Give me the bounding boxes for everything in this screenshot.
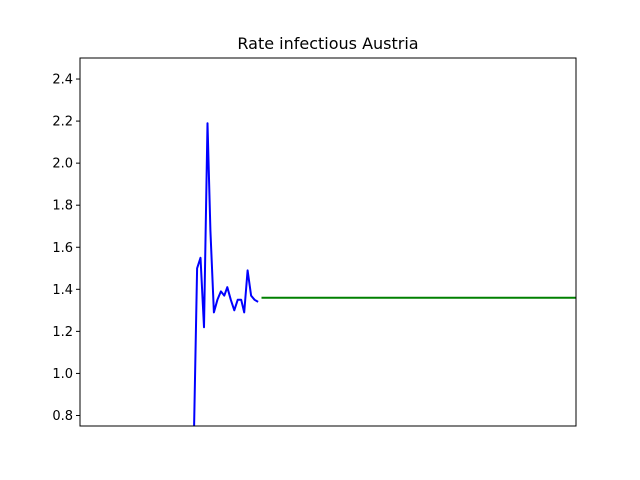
y-tick-label: 1.8	[52, 199, 73, 214]
y-tick-label: 1.4	[52, 283, 73, 298]
plot-frame	[79, 57, 577, 427]
y-tick-label: 2.0	[52, 157, 73, 172]
y-axis-ticks: 0.8 1.0 1.2 1.4 1.6 1.8 2.0 2.2 2.4	[52, 73, 80, 424]
y-tick-label: 2.2	[52, 115, 73, 130]
y-tick-label: 1.2	[52, 325, 73, 340]
series-line-1	[193, 122, 259, 427]
series-layer	[193, 122, 576, 427]
chart-title: Rate infectious Austria	[237, 34, 418, 53]
y-tick-label: 2.4	[52, 73, 73, 88]
y-tick-label: 0.8	[52, 409, 73, 424]
y-tick-label: 1.0	[52, 367, 73, 382]
y-tick-label: 1.6	[52, 241, 73, 256]
